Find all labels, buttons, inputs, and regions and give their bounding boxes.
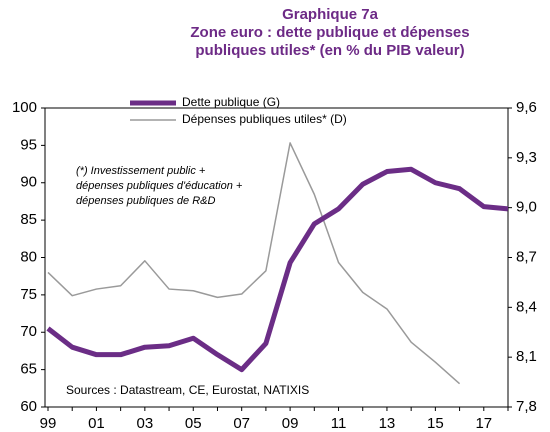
y-tick-label: 80 <box>20 248 37 265</box>
x-tick-label: 07 <box>233 415 250 432</box>
x-tick-label: 09 <box>282 415 299 432</box>
y-tick-label: 85 <box>20 211 37 228</box>
y2-tick-label: 9,3 <box>516 149 537 166</box>
x-tick-label: 05 <box>185 415 202 432</box>
x-tick-label: 99 <box>40 415 57 432</box>
y-tick-label: 70 <box>20 323 37 340</box>
legend-label: Dépenses publiques utiles* (D) <box>182 112 347 126</box>
y-tick-label: 95 <box>20 136 37 153</box>
x-tick-label: 15 <box>427 415 444 432</box>
x-tick-label: 13 <box>379 415 396 432</box>
annotation: dépenses publiques d'éducation + <box>76 180 243 192</box>
y-tick-label: 75 <box>20 286 37 303</box>
x-tick-label: 17 <box>475 415 492 432</box>
y-tick-label: 60 <box>20 398 37 415</box>
annotation: Sources : Datastream, CE, Eurostat, NATI… <box>66 383 309 397</box>
chart-title: publiques utiles* (en % du PIB valeur) <box>195 42 464 59</box>
y2-tick-label: 9,6 <box>516 99 537 116</box>
y2-tick-label: 8,1 <box>516 348 537 365</box>
y-tick-label: 65 <box>20 361 37 378</box>
line-series <box>46 166 509 373</box>
y2-tick-label: 9,0 <box>516 199 537 216</box>
x-tick-label: 11 <box>331 415 347 432</box>
chart-title: Graphique 7a <box>282 6 379 23</box>
chart-title: Zone euro : dette publique et dépenses <box>190 24 469 41</box>
x-tick-label: 03 <box>136 415 153 432</box>
x-tick-label: 01 <box>88 415 105 432</box>
annotation: dépenses publiques de R&D <box>76 195 215 207</box>
y2-tick-label: 8,4 <box>516 298 537 315</box>
annotation: (*) Investissement public + <box>76 165 206 177</box>
line-series <box>47 142 461 385</box>
plot-frame <box>44 107 509 408</box>
y2-tick-label: 7,8 <box>516 398 537 415</box>
y2-tick-label: 8,7 <box>516 248 537 265</box>
y-tick-label: 100 <box>12 99 37 116</box>
y-tick-label: 90 <box>20 174 37 191</box>
legend-label: Dette publique (G) <box>182 95 280 109</box>
